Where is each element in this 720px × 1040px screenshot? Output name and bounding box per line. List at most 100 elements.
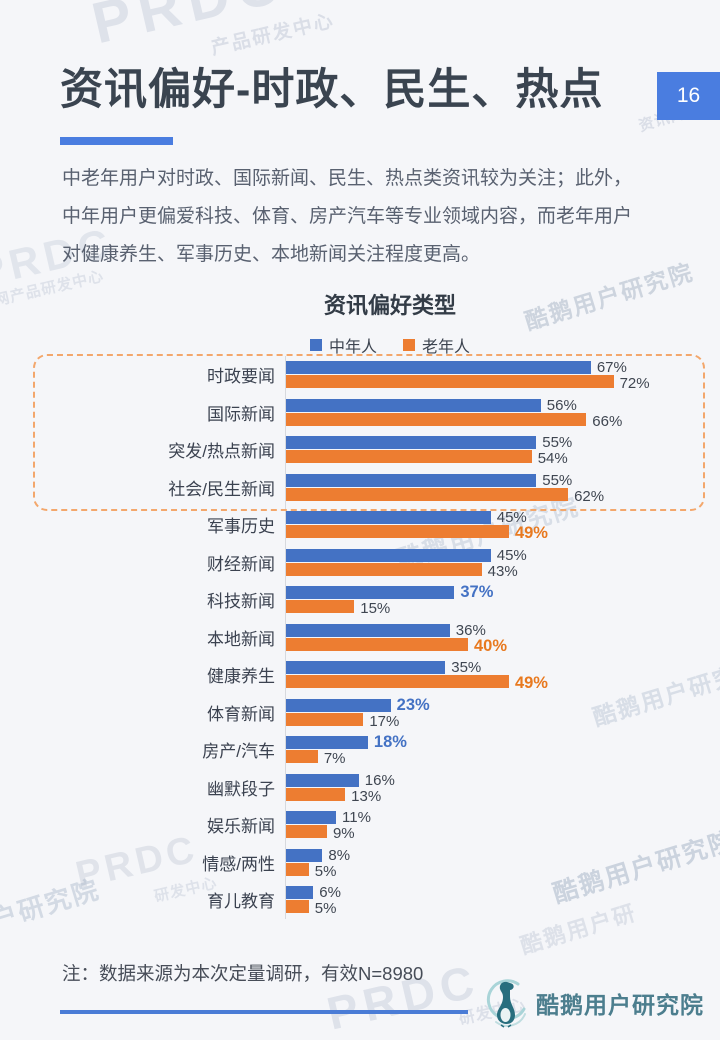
- value-label-middle-aged: 37%: [460, 583, 494, 601]
- bar-line-elderly: 62%: [286, 487, 708, 505]
- chart-row: 健康养生 35% 49%: [40, 656, 708, 694]
- bar-line-middle-aged: 55%: [286, 473, 708, 488]
- bar-line-elderly: 7%: [286, 750, 708, 767]
- watermark-text: 产品研发中心: [209, 10, 337, 60]
- category-plot: 18% 7%: [285, 731, 708, 769]
- bar-middle-aged: [286, 736, 368, 749]
- value-label-elderly: 7%: [323, 750, 346, 767]
- page-title: 资讯偏好-时政、民生、热点: [60, 66, 604, 114]
- chart-row: 本地新闻 36% 40%: [40, 618, 708, 656]
- category-label: 国际新闻: [207, 404, 275, 424]
- value-label-middle-aged: 11%: [342, 809, 371, 826]
- bar-line-middle-aged: 55%: [286, 435, 708, 450]
- category-label: 健康养生: [207, 667, 275, 687]
- value-label-elderly: 40%: [474, 636, 508, 655]
- value-label-elderly: 43%: [487, 562, 518, 580]
- bar-middle-aged: [286, 361, 591, 374]
- value-label-elderly: 66%: [592, 412, 623, 430]
- bar-line-middle-aged: 18%: [286, 733, 708, 751]
- bar-chart: 时政要闻 67% 72% 国际新闻 56% 66% 突发/热点新闻: [40, 356, 708, 919]
- category-label: 财经新闻: [207, 554, 275, 574]
- chart-row: 军事历史 45% 49%: [40, 506, 708, 544]
- category-label: 时政要闻: [207, 367, 275, 387]
- value-label-elderly: 49%: [514, 524, 548, 542]
- chart-legend: 中年人 老年人: [60, 333, 720, 357]
- bar-middle-aged: [286, 848, 323, 862]
- category-label: 房产/汽车: [202, 742, 275, 762]
- value-label-middle-aged: 45%: [496, 509, 527, 526]
- value-label-middle-aged: 8%: [328, 846, 351, 864]
- bar-middle-aged: [286, 511, 491, 524]
- bar-middle-aged: [286, 473, 537, 487]
- legend-swatch-middle-aged: [309, 339, 322, 351]
- category-label: 育儿教育: [207, 892, 275, 912]
- legend-item-middle-aged: 中年人: [309, 333, 377, 357]
- chart-row: 房产/汽车 18% 7%: [40, 731, 708, 769]
- legend-label: 中年人: [328, 339, 377, 356]
- intro-line: 中老年用户对时政、国际新闻、民生、热点类资讯较为关注；此外，: [62, 168, 633, 189]
- category-plot: 45% 43%: [285, 543, 708, 581]
- category-plot: 45% 49%: [285, 506, 708, 544]
- intro-line: 中年用户更偏爱科技、体育、房产汽车等专业领域内容，而老年用户: [62, 206, 633, 227]
- chart-row: 娱乐新闻 11% 9%: [40, 806, 708, 844]
- bar-line-middle-aged: 36%: [286, 623, 708, 638]
- value-label-elderly: 13%: [351, 787, 382, 805]
- bar-line-elderly: 5%: [286, 900, 708, 916]
- bar-middle-aged: [286, 623, 450, 637]
- category-label: 体育新闻: [207, 704, 275, 724]
- category-label: 社会/民生新闻: [168, 479, 275, 499]
- title-underline: [60, 137, 173, 145]
- bar-line-elderly: 66%: [286, 412, 708, 430]
- bar-line-elderly: 49%: [286, 524, 708, 542]
- bar-middle-aged: [286, 661, 446, 674]
- value-label-elderly: 62%: [574, 487, 605, 505]
- category-plot: 55% 54%: [285, 431, 708, 469]
- category-label: 本地新闻: [207, 629, 275, 649]
- value-label-middle-aged: 18%: [373, 733, 407, 751]
- value-label-elderly: 5%: [314, 862, 337, 880]
- category-plot: 35% 49%: [285, 656, 708, 694]
- chart-row: 情感/两性 8% 5%: [40, 843, 708, 881]
- bar-line-elderly: 15%: [286, 600, 708, 616]
- bar-middle-aged: [286, 398, 541, 412]
- category-plot: 11% 9%: [285, 806, 708, 844]
- category-plot: 23% 17%: [285, 693, 708, 731]
- footer-divider: [60, 1010, 468, 1014]
- goose-logo-icon: [486, 979, 526, 1028]
- value-label-elderly: 72%: [619, 375, 650, 392]
- bar-middle-aged: [286, 773, 359, 787]
- bar-middle-aged: [286, 586, 455, 599]
- chart-title: 资讯偏好类型: [323, 293, 456, 318]
- category-label: 情感/两性: [202, 854, 275, 874]
- category-plot: 56% 66%: [285, 393, 708, 431]
- category-plot: 16% 13%: [285, 768, 708, 806]
- bar-line-middle-aged: 45%: [286, 548, 708, 563]
- bar-line-middle-aged: 23%: [286, 696, 708, 713]
- category-label: 幽默段子: [207, 779, 275, 799]
- bar-line-elderly: 72%: [286, 375, 708, 392]
- bar-line-middle-aged: 45%: [286, 509, 708, 526]
- value-label-elderly: 17%: [369, 712, 400, 730]
- chart-row: 时政要闻 67% 72%: [40, 356, 708, 394]
- chart-row: 社会/民生新闻 55% 62%: [40, 468, 708, 506]
- value-label-elderly: 54%: [537, 450, 568, 467]
- category-label: 娱乐新闻: [207, 817, 275, 837]
- bar-middle-aged: [286, 811, 337, 824]
- legend-label: 老年人: [422, 339, 471, 356]
- bar-middle-aged: [286, 436, 537, 449]
- bar-middle-aged: [286, 548, 491, 562]
- watermark-text: PRDC: [86, 0, 293, 57]
- bar-line-elderly: 54%: [286, 450, 708, 467]
- brand-logo: 酷鹅用户研究院: [484, 978, 704, 1028]
- bar-middle-aged: [286, 886, 314, 899]
- chart-row: 体育新闻 23% 17%: [40, 693, 708, 731]
- bar-elderly: [286, 600, 355, 613]
- category-plot: 67% 72%: [285, 356, 708, 394]
- legend-item-elderly: 老年人: [403, 333, 470, 357]
- bar-line-middle-aged: 16%: [286, 773, 708, 788]
- bar-line-middle-aged: 8%: [286, 846, 708, 864]
- bar-elderly: [286, 862, 309, 876]
- category-label: 军事历史: [207, 517, 275, 537]
- bar-elderly: [286, 525, 509, 538]
- category-plot: 8% 5%: [285, 843, 708, 881]
